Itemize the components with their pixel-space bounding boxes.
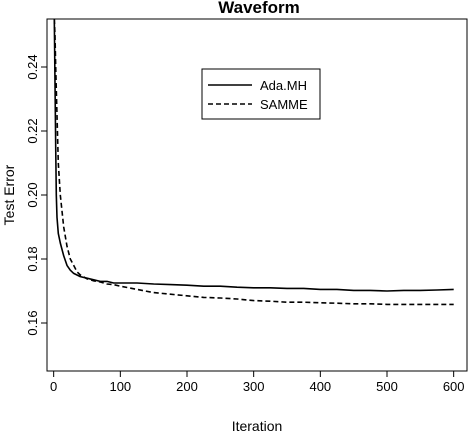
x-tick-label: 500	[376, 379, 398, 394]
x-tick-label: 400	[309, 379, 331, 394]
series-samme	[53, 18, 454, 306]
y-tick-label: 0.22	[25, 118, 40, 143]
x-axis-label: Iteration	[232, 418, 283, 434]
y-tick-label: 0.16	[25, 310, 40, 335]
y-tick-label: 0.24	[25, 54, 40, 79]
plot-frame	[46, 18, 468, 372]
series-ada-mh	[53, 18, 454, 292]
x-tick-label: 600	[443, 379, 465, 394]
chart-title: Waveform	[218, 0, 300, 17]
y-tick-label: 0.18	[25, 246, 40, 271]
y-tick-label: 0.20	[25, 182, 40, 207]
legend-label-samme: SAMME	[260, 97, 308, 112]
legend-box	[201, 68, 321, 120]
x-axis: 0 100 200 300 400 500 600	[50, 371, 465, 394]
y-axis-label: Test Error	[1, 164, 17, 225]
legend-label-ada-mh: Ada.MH	[260, 78, 307, 93]
x-tick-label: 100	[109, 379, 131, 394]
legend: Ada.MH SAMME	[201, 68, 321, 120]
x-tick-label: 200	[176, 379, 198, 394]
x-tick-label: 300	[243, 379, 265, 394]
series-layer	[53, 18, 454, 306]
y-axis: 0.16 0.18 0.20 0.22 0.24	[25, 54, 47, 336]
x-tick-label: 0	[50, 379, 57, 394]
